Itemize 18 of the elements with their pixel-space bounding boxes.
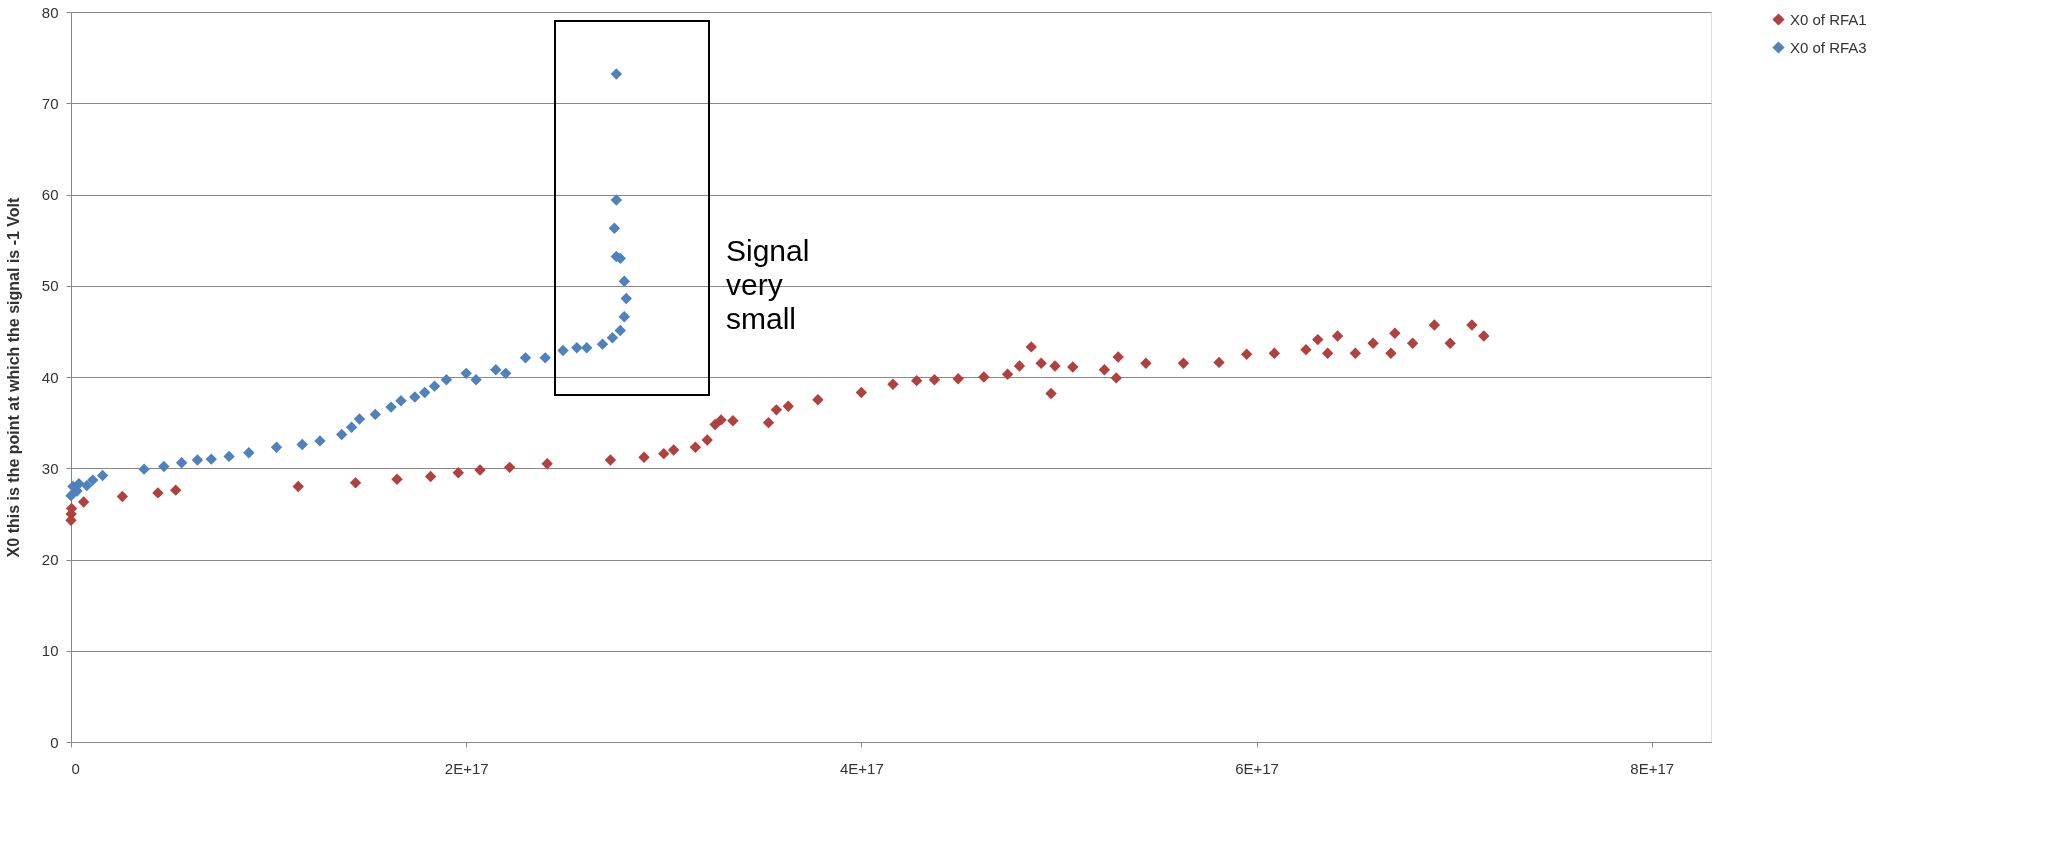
y-tick-label: 30 (41, 459, 59, 477)
legend-label: X0 of RFA3 (1790, 38, 1867, 56)
legend-label: X0 of RFA1 (1790, 10, 1867, 28)
y-tick-label: 50 (41, 277, 59, 295)
annotation: Signal very small (726, 234, 810, 335)
y-axis-title: X0 this is the point at which the signal is -1 Volt (4, 196, 22, 558)
y-tick-label: 60 (41, 186, 59, 203)
y-tick-label: 40 (41, 368, 59, 386)
y-tick-label: 10 (41, 642, 59, 660)
x-tick-label: 2E+17 (444, 759, 489, 777)
x-tick-label: 6E+17 (1235, 759, 1279, 777)
y-tick-label: 80 (41, 3, 59, 21)
x-tick-label: 8E+17 (1630, 759, 1675, 777)
y-tick-label: 0 (50, 733, 59, 751)
x-tick-label: 4E+17 (839, 759, 884, 777)
y-tick-label: 70 (41, 94, 59, 112)
x-tick-label: 0 (71, 759, 80, 777)
y-tick-label: 20 (41, 551, 59, 568)
